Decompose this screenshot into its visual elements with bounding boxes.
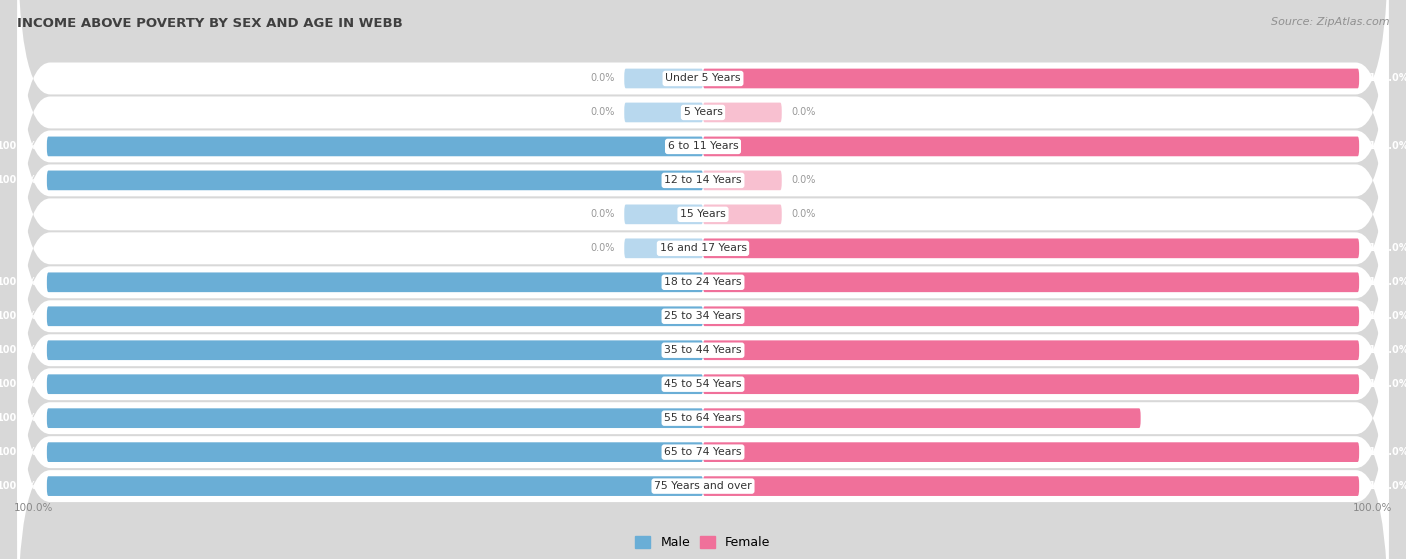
Text: 100.0%: 100.0%	[1369, 311, 1406, 321]
Text: 100.0%: 100.0%	[1369, 141, 1406, 151]
FancyBboxPatch shape	[46, 306, 703, 326]
FancyBboxPatch shape	[17, 162, 1389, 470]
FancyBboxPatch shape	[17, 264, 1389, 559]
Text: 5 Years: 5 Years	[683, 107, 723, 117]
Text: 75 Years and over: 75 Years and over	[654, 481, 752, 491]
FancyBboxPatch shape	[46, 340, 703, 360]
Text: 0.0%: 0.0%	[792, 107, 815, 117]
FancyBboxPatch shape	[46, 170, 703, 190]
FancyBboxPatch shape	[46, 375, 703, 394]
Text: 15 Years: 15 Years	[681, 210, 725, 219]
FancyBboxPatch shape	[703, 239, 1360, 258]
FancyBboxPatch shape	[17, 0, 1389, 266]
FancyBboxPatch shape	[624, 103, 703, 122]
FancyBboxPatch shape	[17, 26, 1389, 334]
FancyBboxPatch shape	[703, 136, 1360, 157]
Text: 100.0%: 100.0%	[1369, 243, 1406, 253]
FancyBboxPatch shape	[17, 60, 1389, 368]
Text: 0.0%: 0.0%	[591, 210, 614, 219]
Text: 100.0%: 100.0%	[1369, 447, 1406, 457]
Text: Under 5 Years: Under 5 Years	[665, 73, 741, 83]
Text: 100.0%: 100.0%	[1369, 379, 1406, 389]
Text: 0.0%: 0.0%	[591, 243, 614, 253]
Text: 6 to 11 Years: 6 to 11 Years	[668, 141, 738, 151]
FancyBboxPatch shape	[17, 299, 1389, 559]
Text: 100.0%: 100.0%	[0, 141, 37, 151]
FancyBboxPatch shape	[703, 272, 1360, 292]
Text: 100.0%: 100.0%	[1369, 73, 1406, 83]
Text: 55 to 64 Years: 55 to 64 Years	[664, 413, 742, 423]
Text: 16 and 17 Years: 16 and 17 Years	[659, 243, 747, 253]
Text: 100.0%: 100.0%	[14, 503, 53, 513]
FancyBboxPatch shape	[17, 332, 1389, 559]
FancyBboxPatch shape	[703, 103, 782, 122]
FancyBboxPatch shape	[17, 230, 1389, 538]
Text: 18 to 24 Years: 18 to 24 Years	[664, 277, 742, 287]
FancyBboxPatch shape	[17, 0, 1389, 233]
Text: 100.0%: 100.0%	[1369, 277, 1406, 287]
FancyBboxPatch shape	[703, 375, 1360, 394]
FancyBboxPatch shape	[46, 272, 703, 292]
Text: 0.0%: 0.0%	[792, 210, 815, 219]
FancyBboxPatch shape	[703, 340, 1360, 360]
FancyBboxPatch shape	[703, 69, 1360, 88]
FancyBboxPatch shape	[17, 129, 1389, 436]
FancyBboxPatch shape	[46, 136, 703, 157]
Text: 100.0%: 100.0%	[0, 379, 37, 389]
Text: 100.0%: 100.0%	[0, 481, 37, 491]
FancyBboxPatch shape	[703, 442, 1360, 462]
Text: 100.0%: 100.0%	[1369, 481, 1406, 491]
Text: 100.0%: 100.0%	[0, 277, 37, 287]
FancyBboxPatch shape	[703, 306, 1360, 326]
Text: 0.0%: 0.0%	[792, 176, 815, 186]
FancyBboxPatch shape	[17, 196, 1389, 504]
FancyBboxPatch shape	[624, 69, 703, 88]
FancyBboxPatch shape	[17, 94, 1389, 402]
FancyBboxPatch shape	[703, 170, 782, 190]
FancyBboxPatch shape	[46, 476, 703, 496]
Text: 12 to 14 Years: 12 to 14 Years	[664, 176, 742, 186]
Text: 100.0%: 100.0%	[0, 345, 37, 355]
Text: 100.0%: 100.0%	[0, 176, 37, 186]
FancyBboxPatch shape	[624, 205, 703, 224]
Text: 100.0%: 100.0%	[1369, 345, 1406, 355]
FancyBboxPatch shape	[624, 239, 703, 258]
Text: 66.7%: 66.7%	[1150, 413, 1184, 423]
Text: Source: ZipAtlas.com: Source: ZipAtlas.com	[1271, 17, 1389, 27]
FancyBboxPatch shape	[46, 408, 703, 428]
Text: 0.0%: 0.0%	[591, 107, 614, 117]
Text: 65 to 74 Years: 65 to 74 Years	[664, 447, 742, 457]
Text: 45 to 54 Years: 45 to 54 Years	[664, 379, 742, 389]
Text: 0.0%: 0.0%	[591, 73, 614, 83]
Text: 100.0%: 100.0%	[1353, 503, 1392, 513]
Text: INCOME ABOVE POVERTY BY SEX AND AGE IN WEBB: INCOME ABOVE POVERTY BY SEX AND AGE IN W…	[17, 17, 402, 30]
FancyBboxPatch shape	[703, 476, 1360, 496]
FancyBboxPatch shape	[17, 0, 1389, 300]
FancyBboxPatch shape	[703, 205, 782, 224]
Text: 25 to 34 Years: 25 to 34 Years	[664, 311, 742, 321]
Text: 35 to 44 Years: 35 to 44 Years	[664, 345, 742, 355]
Text: 100.0%: 100.0%	[0, 413, 37, 423]
Legend: Male, Female: Male, Female	[630, 531, 776, 555]
FancyBboxPatch shape	[46, 442, 703, 462]
FancyBboxPatch shape	[703, 408, 1140, 428]
Text: 100.0%: 100.0%	[0, 447, 37, 457]
Text: 100.0%: 100.0%	[0, 311, 37, 321]
